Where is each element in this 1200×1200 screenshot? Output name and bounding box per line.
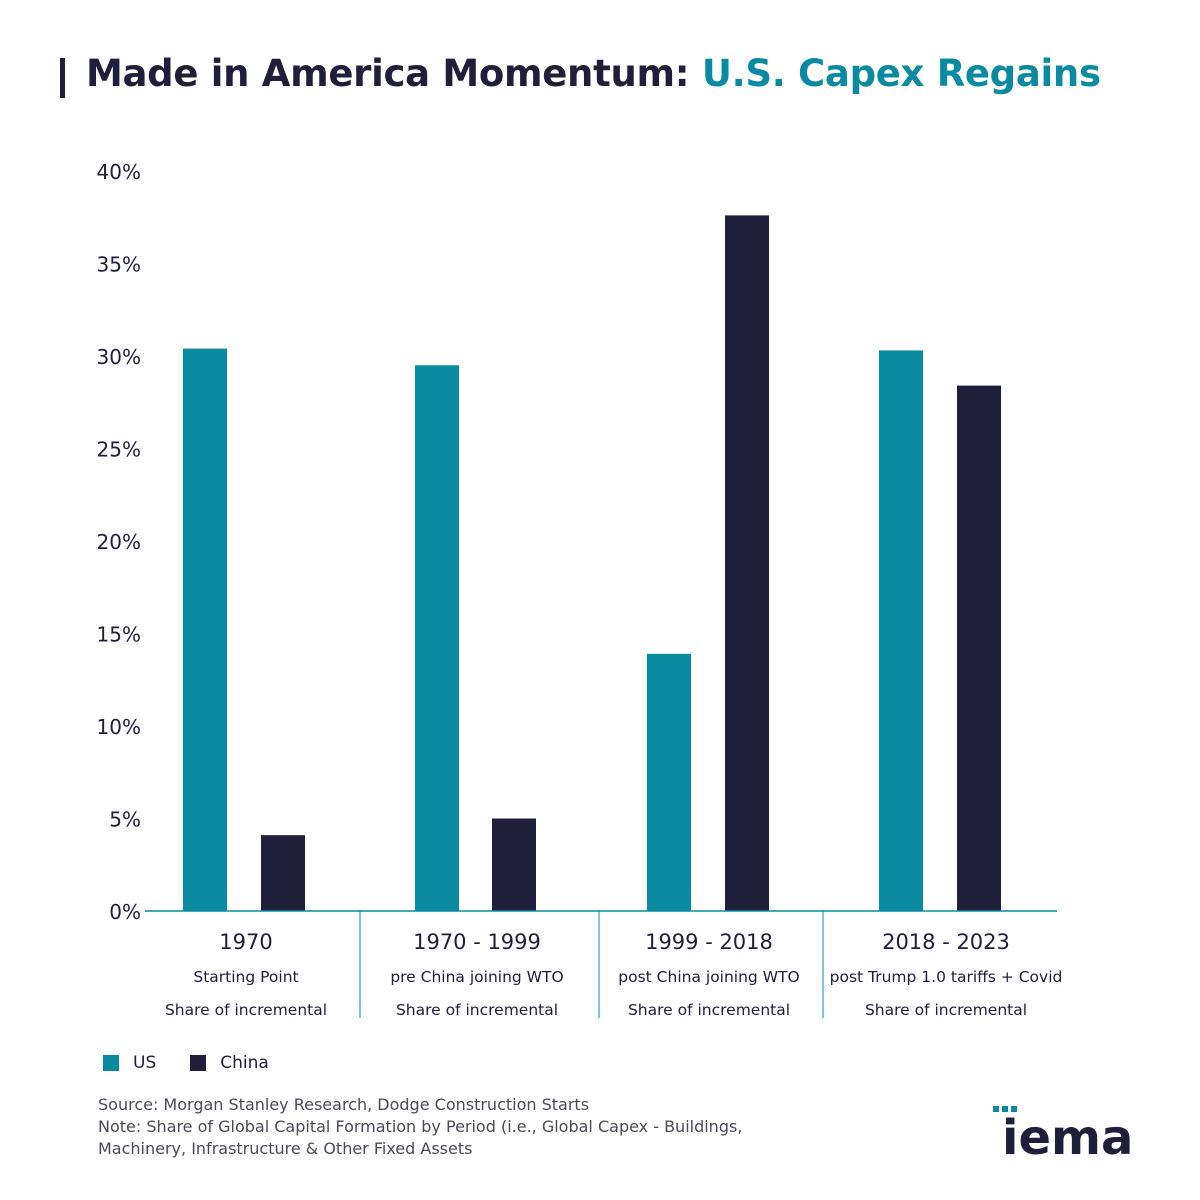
y-tick-label: 15%	[97, 623, 141, 647]
category-sublabel-share: Share of incremental	[165, 1001, 327, 1019]
note-text-line1: Note: Share of Global Capital Formation …	[98, 1117, 743, 1136]
y-tick-label: 20%	[97, 530, 141, 554]
category-sublabel-share: Share of incremental	[396, 1001, 558, 1019]
legend-item-us: US	[103, 1053, 156, 1073]
source-text: Source: Morgan Stanley Research, Dodge C…	[98, 1095, 590, 1114]
y-tick-label: 40%	[97, 160, 141, 184]
category-sublabel-period: Starting Point	[193, 968, 298, 986]
legend-label-china: China	[220, 1053, 269, 1073]
y-tick-label: 10%	[97, 715, 141, 739]
bar-china-3	[957, 385, 1001, 912]
y-tick-label: 30%	[97, 345, 141, 369]
chart-title-main: Made in America Momentum:	[86, 52, 690, 95]
legend-label-us: US	[133, 1053, 157, 1073]
note-text-line2: Machinery, Infrastructure & Other Fixed …	[98, 1139, 473, 1158]
y-tick-label: 35%	[97, 253, 141, 277]
category-sublabel-period: pre China joining WTO	[390, 968, 563, 986]
bar-us-0	[183, 348, 227, 912]
category-sublabel-period: post Trump 1.0 tariffs + Covid	[830, 968, 1063, 986]
bar-china-0	[261, 835, 305, 911]
logo-wordmark: iema	[1002, 1110, 1133, 1158]
category-label: 1999 - 2018	[645, 930, 773, 954]
bar-us-3	[879, 350, 923, 911]
chart-title-accent: U.S. Capex Regains	[701, 52, 1101, 95]
logo-dot-2	[1002, 1106, 1008, 1112]
category-sublabel-period: post China joining WTO	[618, 968, 799, 986]
category-label: 1970 - 1999	[413, 930, 541, 954]
iema-logo: iema	[993, 1106, 1133, 1158]
legend-swatch-us	[103, 1055, 119, 1071]
category-label: 1970	[219, 930, 272, 954]
source-notes: Source: Morgan Stanley Research, Dodge C…	[98, 1094, 742, 1160]
bar-us-2	[647, 653, 691, 911]
y-tick-label: 25%	[97, 438, 141, 462]
legend-item-china: China	[190, 1053, 269, 1073]
legend-swatch-china	[190, 1055, 207, 1071]
y-tick-label: 0%	[109, 900, 141, 924]
category-label: 2018 - 2023	[882, 930, 1010, 954]
bar-china-2	[725, 215, 769, 911]
legend: US China	[103, 1053, 303, 1073]
bar-china-1	[492, 818, 536, 911]
y-tick-label: 5%	[109, 808, 141, 832]
chart-title: Made in America Momentum: U.S. Capex Reg…	[86, 52, 1101, 95]
category-sublabel-share: Share of incremental	[865, 1001, 1027, 1019]
title-accent-bar	[60, 58, 65, 98]
logo-dot-3	[1011, 1106, 1017, 1112]
logo-dot-1	[993, 1106, 999, 1112]
bar-us-1	[415, 365, 459, 911]
category-sublabel-share: Share of incremental	[628, 1001, 790, 1019]
bar-chart: 0% 5% 10% 15% 20% 25% 30% 35% 40% 1970 Starting Po…	[97, 160, 1063, 1019]
